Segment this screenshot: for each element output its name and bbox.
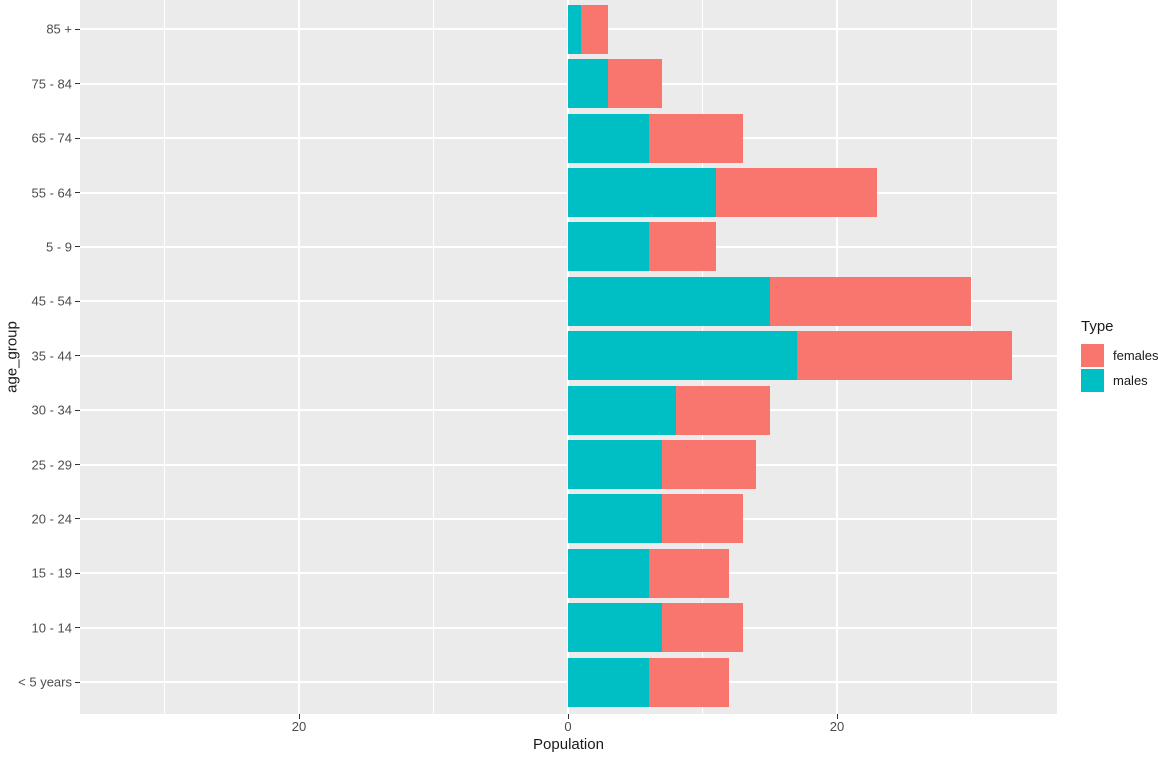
x-tick-label: 0 <box>564 719 572 734</box>
y-tick-label: 5 - 9 <box>45 239 72 255</box>
bar-segment-females <box>581 4 609 54</box>
bar-segment-males <box>567 113 649 163</box>
legend-entry-males: males <box>1081 368 1156 393</box>
bar-segment-females <box>608 59 663 109</box>
bar-segment-males <box>567 4 582 54</box>
bar-segment-males <box>567 276 770 326</box>
gridline-major <box>297 0 300 714</box>
bar-segment-males <box>567 222 649 272</box>
y-tick-mark <box>75 409 80 411</box>
legend-entry-females: females <box>1081 343 1158 368</box>
bar-segment-males <box>567 494 663 544</box>
bar-segment-females <box>796 331 1012 381</box>
y-tick-mark <box>75 28 80 30</box>
bar-segment-males <box>567 331 797 381</box>
y-tick-label: 25 - 29 <box>31 457 72 472</box>
y-tick-label: < 5 years <box>18 674 72 690</box>
y-tick-mark <box>75 246 80 248</box>
bar-segment-females <box>662 494 743 544</box>
y-tick-label: 35 - 44 <box>31 348 72 364</box>
y-tick-label: 30 - 34 <box>31 402 72 418</box>
legend-label: females <box>1113 348 1158 363</box>
bar-segment-females <box>662 603 743 653</box>
bar-segment-males <box>567 548 649 598</box>
y-axis-title: age_group <box>3 321 21 393</box>
y-tick-mark <box>75 627 80 629</box>
bar-segment-males <box>567 168 716 217</box>
y-tick-label: 75 - 84 <box>31 76 72 92</box>
y-tick-mark <box>75 572 80 574</box>
bar-segment-males <box>567 385 676 435</box>
y-tick-label: 85 + <box>46 21 72 37</box>
y-tick-mark <box>75 464 80 465</box>
bar-segment-females <box>675 385 770 435</box>
y-tick-mark <box>75 83 80 85</box>
legend-entries: females males <box>1070 343 1158 393</box>
bar-segment-males <box>567 657 649 707</box>
bar-segment-females <box>648 657 730 707</box>
y-tick-mark <box>75 192 80 193</box>
bar-segment-males <box>567 59 609 109</box>
bar-segment-females <box>648 548 730 598</box>
bar-segment-females <box>769 276 972 326</box>
y-tick-mark <box>75 300 80 302</box>
bar-segment-females <box>648 222 716 272</box>
y-tick-mark <box>75 137 80 139</box>
bar-segment-females <box>648 113 743 163</box>
y-tick-label: 10 - 14 <box>31 620 72 636</box>
y-tick-label: 15 - 19 <box>31 565 72 581</box>
bar-segment-females <box>715 168 878 217</box>
plot-panel <box>80 0 1057 714</box>
gridline-minor <box>432 0 434 714</box>
y-tick-label: 55 - 64 <box>31 185 72 200</box>
legend-title: Type <box>1081 318 1114 335</box>
x-tick-label: 20 <box>291 719 307 734</box>
y-tick-label: 65 - 74 <box>31 130 72 146</box>
y-tick-label: 20 - 24 <box>31 511 72 527</box>
y-tick-mark <box>75 355 80 357</box>
x-tick-label: 20 <box>829 719 845 734</box>
legend: Type females males <box>1070 318 1158 393</box>
y-tick-label: 45 - 54 <box>31 293 72 309</box>
x-tick-mark <box>298 714 300 719</box>
y-tick-mark <box>75 681 80 683</box>
x-tick-mark <box>567 714 569 719</box>
legend-key-swatch <box>1081 369 1104 392</box>
bar-segment-males <box>567 603 663 653</box>
bar-segment-males <box>567 440 663 489</box>
gridline-minor <box>163 0 165 714</box>
x-tick-mark <box>836 714 838 719</box>
y-tick-mark <box>75 518 80 520</box>
legend-label: males <box>1113 373 1148 388</box>
bar-segment-females <box>662 440 757 489</box>
x-axis-title: Population <box>533 736 604 753</box>
legend-key-swatch <box>1081 344 1104 367</box>
